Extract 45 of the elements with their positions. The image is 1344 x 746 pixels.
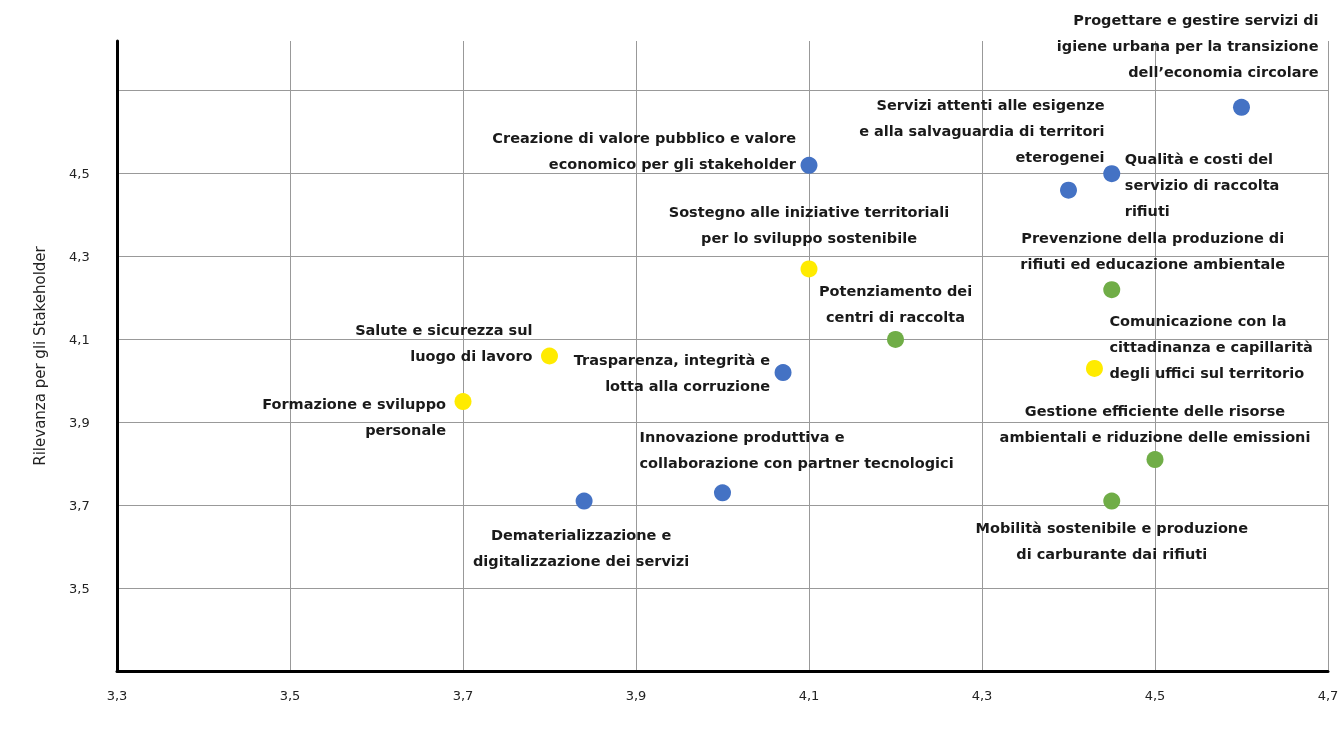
point <box>454 393 472 411</box>
point <box>774 364 792 382</box>
x-tick-label: 4,1 <box>798 688 820 703</box>
annotation: Salute e sicurezza sul luogo di lavoro <box>355 322 533 364</box>
annotation: Prevenzione della produzione di rifiuti ed educazione ambientale <box>1020 229 1286 272</box>
x-tick-label: 3,7 <box>452 688 474 703</box>
point <box>541 347 558 365</box>
y-axis-title: Rilevanza per gli Stakeholder <box>30 245 49 466</box>
annotation: Innovazione produttiva e collaborazione con partner tecnologici <box>639 428 954 471</box>
point <box>1146 451 1164 469</box>
annotation: Progettare e gestire servizi di igiene urbana per la transizione dell’economia circolare <box>1056 12 1319 81</box>
annotation: Potenziamento dei centri di raccolta <box>818 283 973 326</box>
annotation: Creazione di valore pubblico e valore economico per gli stakeholder <box>492 130 797 173</box>
y-tick-label: 3,9 <box>69 414 90 430</box>
annotation: Mobilità sostenibile e produzione di carburante dai rifiuti <box>975 520 1249 563</box>
point <box>887 330 904 348</box>
point <box>800 260 818 278</box>
point <box>1103 492 1121 510</box>
annotation: Dematerializzazione e digitalizzazione dei servizi <box>472 527 690 570</box>
annotation: Servizi attenti alle esigenze e alla salvaguardia di territori eterogenei <box>859 97 1105 166</box>
point <box>1060 181 1077 199</box>
x-tick-label: 4,3 <box>971 688 993 703</box>
annotation: Gestione efficiente delle risorse ambientali e riduzione delle emissioni <box>999 402 1311 445</box>
x-tick-label: 3,3 <box>106 688 128 703</box>
point <box>1233 98 1250 116</box>
annotation: Comunicazione con la cittadinanza e capillarità degli uffici sul territorio <box>1109 313 1313 382</box>
x-tick-label: 3,5 <box>279 688 301 703</box>
annotation: Sostegno alle iniziative territoriali per lo sviluppo sostenibile <box>668 203 950 246</box>
annotation: Trasparenza, integrità e lotta alla corruzione <box>573 351 771 394</box>
y-tick-label: 4,1 <box>69 331 90 347</box>
point <box>575 492 593 510</box>
annotation: Formazione e sviluppo personale <box>262 395 447 438</box>
point <box>1085 359 1103 377</box>
y-tick-label: 4,3 <box>69 249 90 265</box>
y-tick-label: 3,5 <box>69 580 90 596</box>
y-tick-label: 3,7 <box>69 497 90 513</box>
point <box>1103 165 1121 183</box>
x-tick-label: 4,5 <box>1144 688 1166 703</box>
x-tick-label: 3,9 <box>625 688 647 703</box>
point <box>1103 281 1121 299</box>
x-tick-label: 4,7 <box>1317 688 1339 703</box>
annotation: Qualità e costi del servizio di raccolta rifiuti <box>1124 150 1280 219</box>
point <box>714 484 731 502</box>
point <box>800 156 818 174</box>
y-tick-label: 4,5 <box>69 166 90 182</box>
